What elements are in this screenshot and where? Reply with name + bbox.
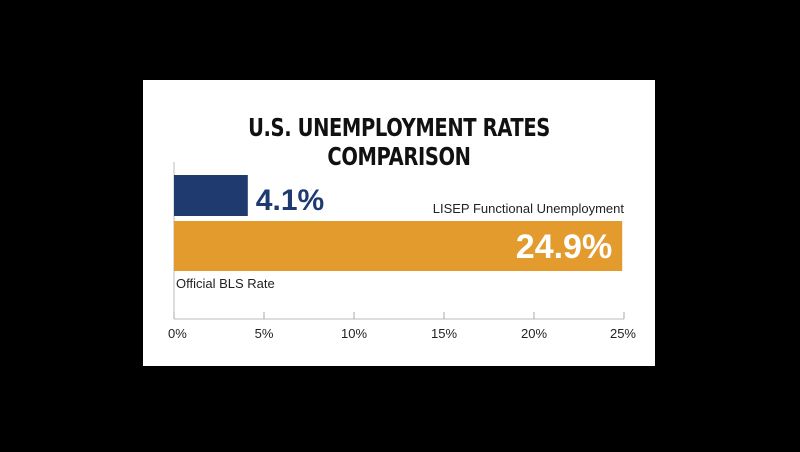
category-label-0: Official BLS Rate <box>176 276 275 291</box>
value-label-1: 24.9% <box>516 228 612 266</box>
x-tick-label-4: 20% <box>521 326 547 341</box>
x-tick-label-0: 0% <box>168 326 187 341</box>
x-tick-label-1: 5% <box>255 326 274 341</box>
x-ticks-group: 0% 5% 10% 15% 20% 25% <box>168 312 636 341</box>
value-label-0: 4.1% <box>256 184 324 217</box>
x-tick-label-3: 15% <box>431 326 457 341</box>
bars-group: 4.1% Official BLS Rate 24.9% LISEP Function… <box>174 175 624 291</box>
category-label-1: LISEP Functional Unemployment <box>433 201 625 216</box>
chart-title: U.S. UNEMPLOYMENT RATES COMPARISON <box>248 113 550 171</box>
x-tick-label-5: 25% <box>610 326 636 341</box>
x-tick-label-2: 10% <box>341 326 367 341</box>
bar-0 <box>174 175 248 216</box>
bar-1 <box>174 221 623 271</box>
